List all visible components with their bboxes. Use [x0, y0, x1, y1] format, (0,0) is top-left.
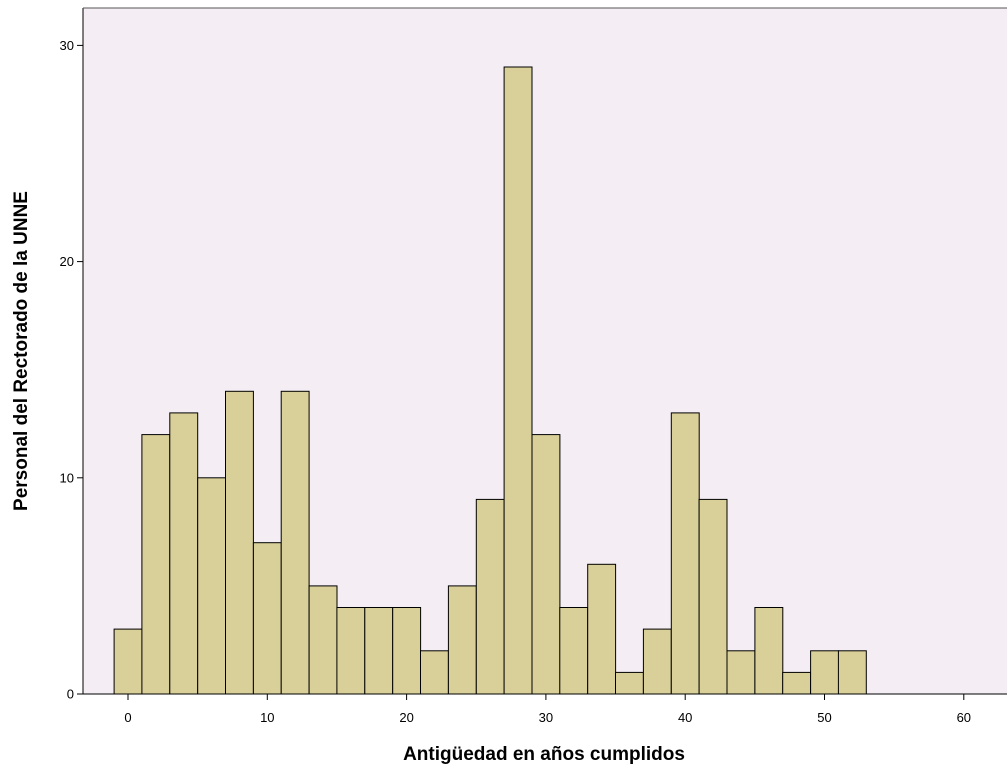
- histogram-bar: [113, 628, 143, 695]
- histogram-bar: [169, 412, 199, 695]
- histogram-bar: [280, 390, 310, 695]
- histogram-bar: [197, 477, 227, 695]
- histogram-bar: [308, 585, 338, 695]
- y-tick-label: 10: [60, 470, 74, 485]
- histogram-bar: [364, 607, 394, 695]
- y-tick-label: 30: [60, 38, 74, 53]
- histogram-bar: [475, 498, 505, 695]
- histogram-bar: [837, 650, 867, 695]
- histogram-bar: [392, 607, 422, 695]
- x-tick-label: 30: [539, 710, 553, 725]
- histogram-bar: [252, 542, 282, 695]
- histogram-bar: [670, 412, 700, 695]
- histogram-bar: [559, 607, 589, 695]
- histogram-bar: [754, 607, 784, 695]
- histogram-bar: [726, 650, 756, 695]
- bars-group: [113, 66, 867, 695]
- histogram-bar: [587, 563, 617, 695]
- histogram-bar: [782, 671, 812, 695]
- y-tick-label: 0: [67, 687, 74, 702]
- histogram-bar: [336, 607, 366, 695]
- x-axis-title: Antigüedad en años cumplidos: [403, 744, 685, 765]
- x-tick-label: 10: [260, 710, 274, 725]
- x-tick-label: 20: [399, 710, 413, 725]
- x-tick-label: 60: [957, 710, 971, 725]
- x-tick-label: 50: [817, 710, 831, 725]
- histogram-bar: [810, 650, 839, 695]
- histogram-bar: [531, 434, 561, 695]
- histogram-bar: [141, 434, 171, 695]
- histogram-bar: [447, 585, 477, 695]
- histogram-bar: [225, 390, 254, 695]
- histogram-bar: [698, 498, 728, 695]
- histogram-bar: [642, 628, 672, 695]
- x-tick-label: 40: [678, 710, 692, 725]
- histogram-bar: [420, 650, 449, 695]
- histogram-bar: [503, 66, 533, 695]
- histogram-bar: [615, 671, 644, 695]
- x-tick-label: 0: [124, 710, 131, 725]
- y-axis-title: Personal del Rectorado de la UNNE: [11, 191, 32, 511]
- y-tick-label: 20: [60, 254, 74, 269]
- axes-group: 0 10 20 30 0 10 20 30 40 50 60: [60, 7, 1007, 725]
